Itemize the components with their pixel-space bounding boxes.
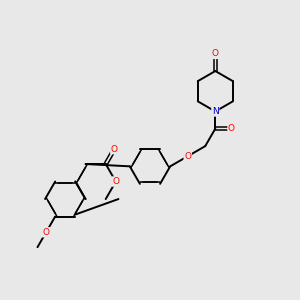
Text: O: O bbox=[212, 50, 219, 58]
Text: N: N bbox=[212, 107, 219, 116]
Text: O: O bbox=[112, 177, 119, 186]
Text: O: O bbox=[111, 145, 118, 154]
Text: O: O bbox=[43, 228, 50, 237]
Text: O: O bbox=[184, 152, 191, 161]
Text: O: O bbox=[228, 124, 235, 133]
